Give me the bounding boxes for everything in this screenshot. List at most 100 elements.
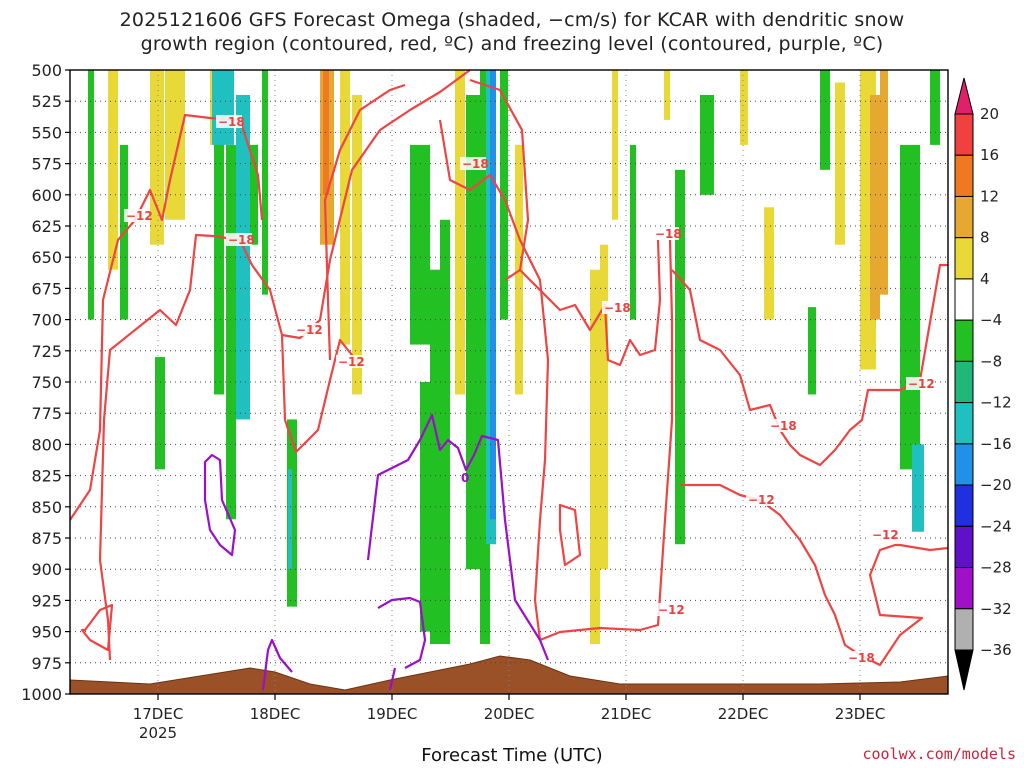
dgz-contour-label: −12 (296, 323, 323, 337)
omega-band (212, 70, 234, 145)
colorbar-label: −28 (980, 559, 1012, 577)
omega-band (590, 269, 600, 645)
colorbar-label: −20 (980, 476, 1012, 494)
dgz-contour-label: −12 (748, 493, 775, 507)
contour-label-bg (746, 493, 772, 506)
omega-band (808, 307, 816, 395)
freezing-level-contour (377, 596, 427, 669)
colorbar-segment (954, 195, 974, 239)
x-tick-label: 22DEC (718, 705, 769, 723)
omega-band (108, 70, 118, 270)
colorbar-top-arrow (954, 77, 974, 115)
y-tick-label: 800 (31, 435, 62, 454)
colorbar-label: −16 (980, 435, 1012, 453)
dgz-contour (680, 483, 948, 667)
freezing-level-contour (366, 413, 550, 661)
y-tick-label: 875 (31, 529, 62, 548)
omega-band (930, 70, 940, 145)
contour-label-bg (870, 528, 896, 541)
omega-band (480, 70, 490, 645)
colorbar-label: 12 (980, 187, 999, 205)
y-tick-label: 775 (31, 404, 62, 423)
omega-band (912, 444, 924, 532)
colorbar-segment (954, 319, 974, 362)
contour-label-bg (906, 377, 932, 390)
colorbar-label: −36 (980, 641, 1012, 659)
freezing-level-contour (261, 638, 293, 691)
dgz-contour-label: −18 (604, 301, 631, 315)
contour-label-bg (216, 115, 242, 128)
y-tick-label: 600 (31, 186, 62, 205)
colorbar-segment (954, 443, 974, 486)
dgz-contour (280, 334, 361, 454)
colorbar-segment (954, 113, 974, 156)
omega-band (664, 70, 670, 120)
y-tick-label: 650 (31, 248, 62, 267)
dgz-contour-label: −18 (848, 651, 875, 665)
omega-band (740, 70, 748, 145)
x-tick-label: 18DEC (250, 705, 301, 723)
dgz-contour (438, 119, 674, 642)
colorbar-segment (954, 402, 974, 445)
dgz-contour-label: −18 (218, 115, 245, 129)
colorbar-label: −24 (980, 517, 1012, 535)
contour-label-bg (656, 603, 682, 616)
colorbar-segment (954, 484, 974, 527)
contour-label-bg (653, 227, 679, 240)
y-tick-label: 675 (31, 279, 62, 298)
y-tick-label: 750 (31, 373, 62, 392)
dgz-contour-label: −12 (872, 528, 899, 542)
colorbar-segment (954, 360, 974, 404)
x-axis-title: Forecast Time (UTC) (421, 745, 603, 766)
y-tick-label: 575 (31, 155, 62, 174)
contour-label-bg (124, 209, 150, 222)
x-tick-label: 19DEC (367, 705, 418, 723)
omega-band (236, 94, 250, 420)
contour-label-bg (294, 323, 320, 336)
dgz-contour (80, 603, 114, 652)
y-tick-label: 1000 (21, 685, 62, 704)
omega-band (430, 269, 440, 645)
contour-label-bg (226, 233, 252, 246)
dgz-contour (469, 78, 530, 281)
chart-title-line2: growth region (contoured, red, ºC) and f… (140, 33, 884, 55)
y-tick-label: 725 (31, 342, 62, 361)
freezing-contour-label: 0 (461, 471, 469, 485)
dgz-contour (323, 83, 406, 361)
omega-band (466, 94, 482, 570)
colorbar-segment (954, 567, 974, 610)
omega-band (455, 70, 465, 395)
omega-band (250, 144, 258, 245)
omega-shading-layer (88, 70, 940, 645)
colorbar-segment (954, 278, 974, 321)
y-tick-label: 900 (31, 560, 62, 579)
colorbar-label: 20 (980, 105, 999, 123)
y-tick-label: 625 (31, 217, 62, 236)
omega-band (870, 94, 880, 320)
x-year-label: 2025 (139, 724, 177, 742)
x-tick-label: 17DEC (133, 705, 184, 723)
contour-label-bg (768, 419, 794, 432)
omega-band (600, 244, 608, 570)
x-tick-label: 23DEC (835, 705, 886, 723)
colorbar-label: −32 (980, 600, 1012, 618)
y-tick-label: 925 (31, 591, 62, 610)
colorbar-segment (954, 154, 974, 197)
omega-band (226, 144, 236, 520)
y-tick-label: 975 (31, 654, 62, 673)
dgz-contour-label: −18 (462, 157, 489, 171)
dgz-contour (671, 263, 948, 467)
credit-link[interactable]: coolwx.com/models (862, 745, 1016, 763)
omega-band (490, 70, 496, 520)
colorbar-bottom-arrow (954, 649, 974, 691)
y-tick-label: 700 (31, 311, 62, 330)
omega-band (165, 70, 185, 220)
omega-band (500, 70, 508, 320)
colorbar-label: −12 (980, 394, 1012, 412)
omega-band (340, 70, 350, 345)
dgz-contour (519, 239, 662, 367)
chart-title-line1: 2025121606 GFS Forecast Omega (shaded, −… (119, 9, 905, 31)
colorbar-segment (954, 525, 974, 569)
colorbar-label: −4 (980, 311, 1002, 329)
